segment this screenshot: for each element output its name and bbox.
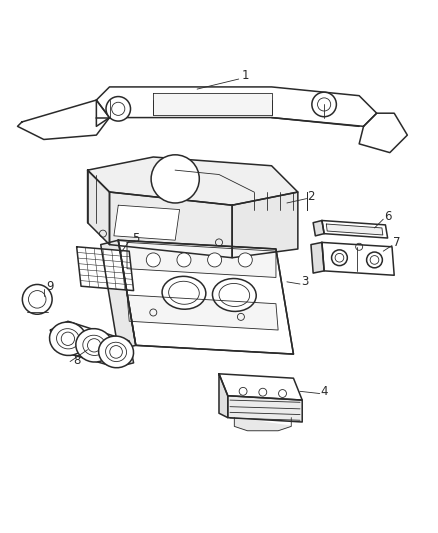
Text: 5: 5 <box>132 231 139 245</box>
Polygon shape <box>96 87 377 126</box>
Polygon shape <box>88 170 110 245</box>
Polygon shape <box>153 93 272 115</box>
Text: 3: 3 <box>301 276 308 288</box>
Circle shape <box>312 92 336 117</box>
Polygon shape <box>77 247 134 290</box>
Polygon shape <box>232 192 298 258</box>
Polygon shape <box>219 374 302 400</box>
Polygon shape <box>219 374 228 418</box>
Polygon shape <box>88 157 298 205</box>
Polygon shape <box>127 243 276 278</box>
Polygon shape <box>326 224 383 235</box>
Polygon shape <box>110 192 232 258</box>
Polygon shape <box>234 418 291 431</box>
Circle shape <box>146 253 160 267</box>
Circle shape <box>238 253 252 267</box>
Polygon shape <box>114 205 180 240</box>
Polygon shape <box>359 113 407 152</box>
Polygon shape <box>322 243 394 275</box>
Text: 1: 1 <box>241 69 249 83</box>
Polygon shape <box>228 395 302 422</box>
Circle shape <box>208 253 222 267</box>
Text: 8: 8 <box>73 354 80 367</box>
Circle shape <box>367 252 382 268</box>
Circle shape <box>151 155 199 203</box>
Polygon shape <box>101 240 136 350</box>
Circle shape <box>22 285 52 314</box>
Circle shape <box>106 96 131 121</box>
Circle shape <box>259 388 267 396</box>
Circle shape <box>239 387 247 395</box>
Polygon shape <box>127 295 278 330</box>
Text: 4: 4 <box>320 385 328 398</box>
Polygon shape <box>18 100 109 140</box>
Circle shape <box>279 390 286 398</box>
Polygon shape <box>313 221 324 236</box>
Ellipse shape <box>76 329 113 362</box>
Ellipse shape <box>212 279 256 311</box>
Text: 6: 6 <box>384 209 392 223</box>
Polygon shape <box>311 243 324 273</box>
Text: 7: 7 <box>392 236 400 249</box>
Polygon shape <box>322 221 388 238</box>
Text: 9: 9 <box>46 280 54 293</box>
Ellipse shape <box>99 336 134 368</box>
Circle shape <box>332 250 347 265</box>
Ellipse shape <box>49 322 86 356</box>
Circle shape <box>177 253 191 267</box>
Text: 2: 2 <box>307 190 315 203</box>
Polygon shape <box>118 240 293 354</box>
Polygon shape <box>50 321 134 367</box>
Ellipse shape <box>162 276 206 309</box>
